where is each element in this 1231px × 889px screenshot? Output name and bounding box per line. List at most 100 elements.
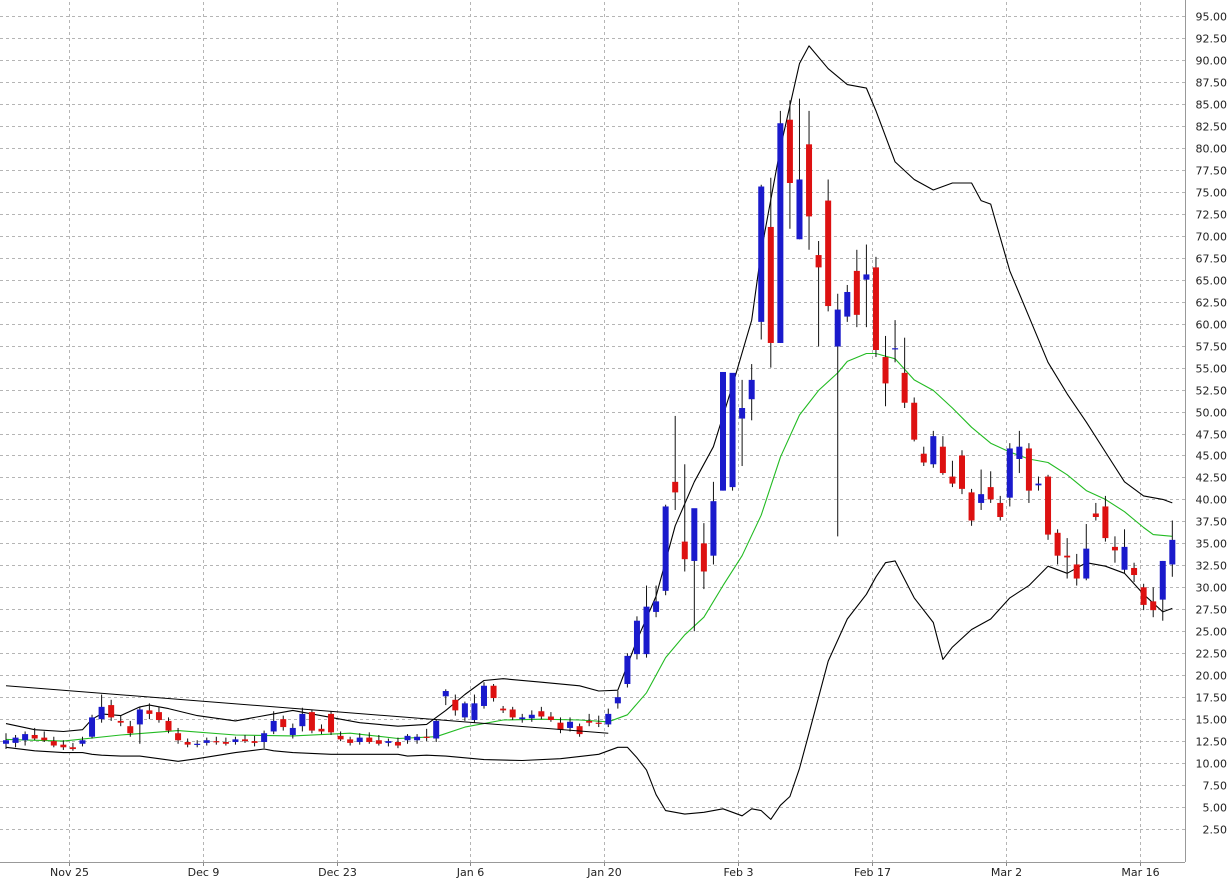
candle [739, 379, 746, 467]
candle [308, 709, 315, 734]
candle-body-down [251, 741, 258, 743]
candle-body-down [375, 740, 382, 744]
candle [261, 730, 268, 749]
candle-body-down [165, 720, 172, 731]
candle [949, 460, 956, 488]
candle-body-down [538, 711, 545, 717]
candle [806, 110, 813, 250]
y-tick-label: 80.00 [1196, 143, 1228, 156]
y-tick-label: 37.50 [1196, 516, 1228, 529]
y-tick-label: 95.00 [1196, 11, 1228, 24]
candle-body-up [748, 379, 755, 400]
candle-body-down [557, 722, 564, 730]
candle [375, 734, 382, 746]
candle-body-down [767, 226, 774, 343]
candle-body-down [423, 736, 430, 738]
candle-body-down [175, 733, 182, 741]
candle [624, 653, 631, 688]
y-tick-label: 55.00 [1196, 363, 1228, 376]
candle [834, 293, 841, 537]
candle-body-up [261, 733, 268, 743]
candle-body-down [700, 543, 707, 572]
y-tick-label: 72.50 [1196, 209, 1228, 222]
candle [213, 736, 220, 745]
y-tick-label: 7.50 [1203, 780, 1228, 793]
candle [1054, 529, 1061, 565]
candle-body-up [930, 436, 937, 465]
candle-body-down [1025, 448, 1032, 491]
candle [1131, 562, 1138, 583]
candle-body-down [308, 712, 315, 731]
trendline [5, 685, 609, 734]
candle-body-up [1083, 548, 1090, 579]
candle-body-down [184, 742, 191, 745]
candle-body-down [280, 719, 287, 728]
candle [175, 727, 182, 744]
y-tick-label: 85.00 [1196, 99, 1228, 112]
y-tick-label: 2.50 [1203, 824, 1228, 837]
candle-body-down [509, 709, 516, 718]
candle-body-up [633, 620, 640, 655]
candle [337, 731, 344, 742]
candle-body-down [586, 720, 593, 723]
candle-body-down [1111, 546, 1118, 551]
candle [423, 728, 430, 742]
candle-body-up [739, 408, 746, 419]
candle-body-down [155, 712, 162, 721]
candle [825, 179, 832, 312]
candle [710, 481, 717, 565]
candle [414, 734, 421, 744]
candle-body-down [1140, 587, 1147, 605]
candle [117, 715, 124, 727]
candle-body-up [567, 721, 574, 728]
candle [1140, 583, 1147, 611]
candle [89, 714, 96, 739]
candle [165, 717, 172, 734]
candle-body-up [79, 740, 86, 744]
candle-body-down [213, 741, 220, 743]
candle [242, 734, 248, 743]
candle-body-down [337, 735, 344, 740]
candle-body-down [452, 699, 459, 711]
candle [404, 734, 411, 744]
candle-body-up [729, 372, 736, 488]
candle [1169, 520, 1176, 577]
candle [796, 98, 803, 240]
candle-body-up [98, 706, 105, 720]
candle-body-up [1016, 446, 1023, 459]
candle [1092, 502, 1099, 521]
candle-body-up [433, 720, 440, 739]
candle-body-up [863, 274, 870, 280]
candle [729, 372, 736, 491]
candle-body-down [547, 716, 554, 721]
candle-body-down [242, 739, 248, 742]
candle-body-up [605, 713, 612, 725]
candle-body-up [519, 717, 526, 720]
candle-body-up [1169, 539, 1176, 565]
candle [108, 699, 115, 721]
candle [318, 724, 325, 735]
candle-body-down [146, 710, 153, 714]
candle [911, 397, 918, 442]
candle [662, 504, 669, 596]
y-tick-label: 67.50 [1196, 253, 1228, 266]
candle-body-down [949, 476, 956, 484]
candle-body-up [270, 720, 277, 732]
candle [978, 469, 985, 510]
candle [251, 735, 258, 747]
y-tick-label: 42.50 [1196, 472, 1228, 485]
candle-body-up [442, 691, 449, 697]
candle [672, 415, 679, 510]
candle [347, 736, 354, 746]
candle [576, 723, 583, 737]
y-tick-label: 65.00 [1196, 275, 1228, 288]
candle-body-up [796, 179, 803, 240]
candle-body-up [414, 736, 421, 741]
y-tick-label: 77.50 [1196, 165, 1228, 178]
y-tick-label: 5.00 [1203, 802, 1228, 815]
candle-body-up [203, 740, 210, 743]
candle [280, 715, 287, 731]
y-tick-label: 75.00 [1196, 187, 1228, 200]
candle-body-up [1159, 560, 1166, 600]
candle-body-down [806, 144, 813, 217]
